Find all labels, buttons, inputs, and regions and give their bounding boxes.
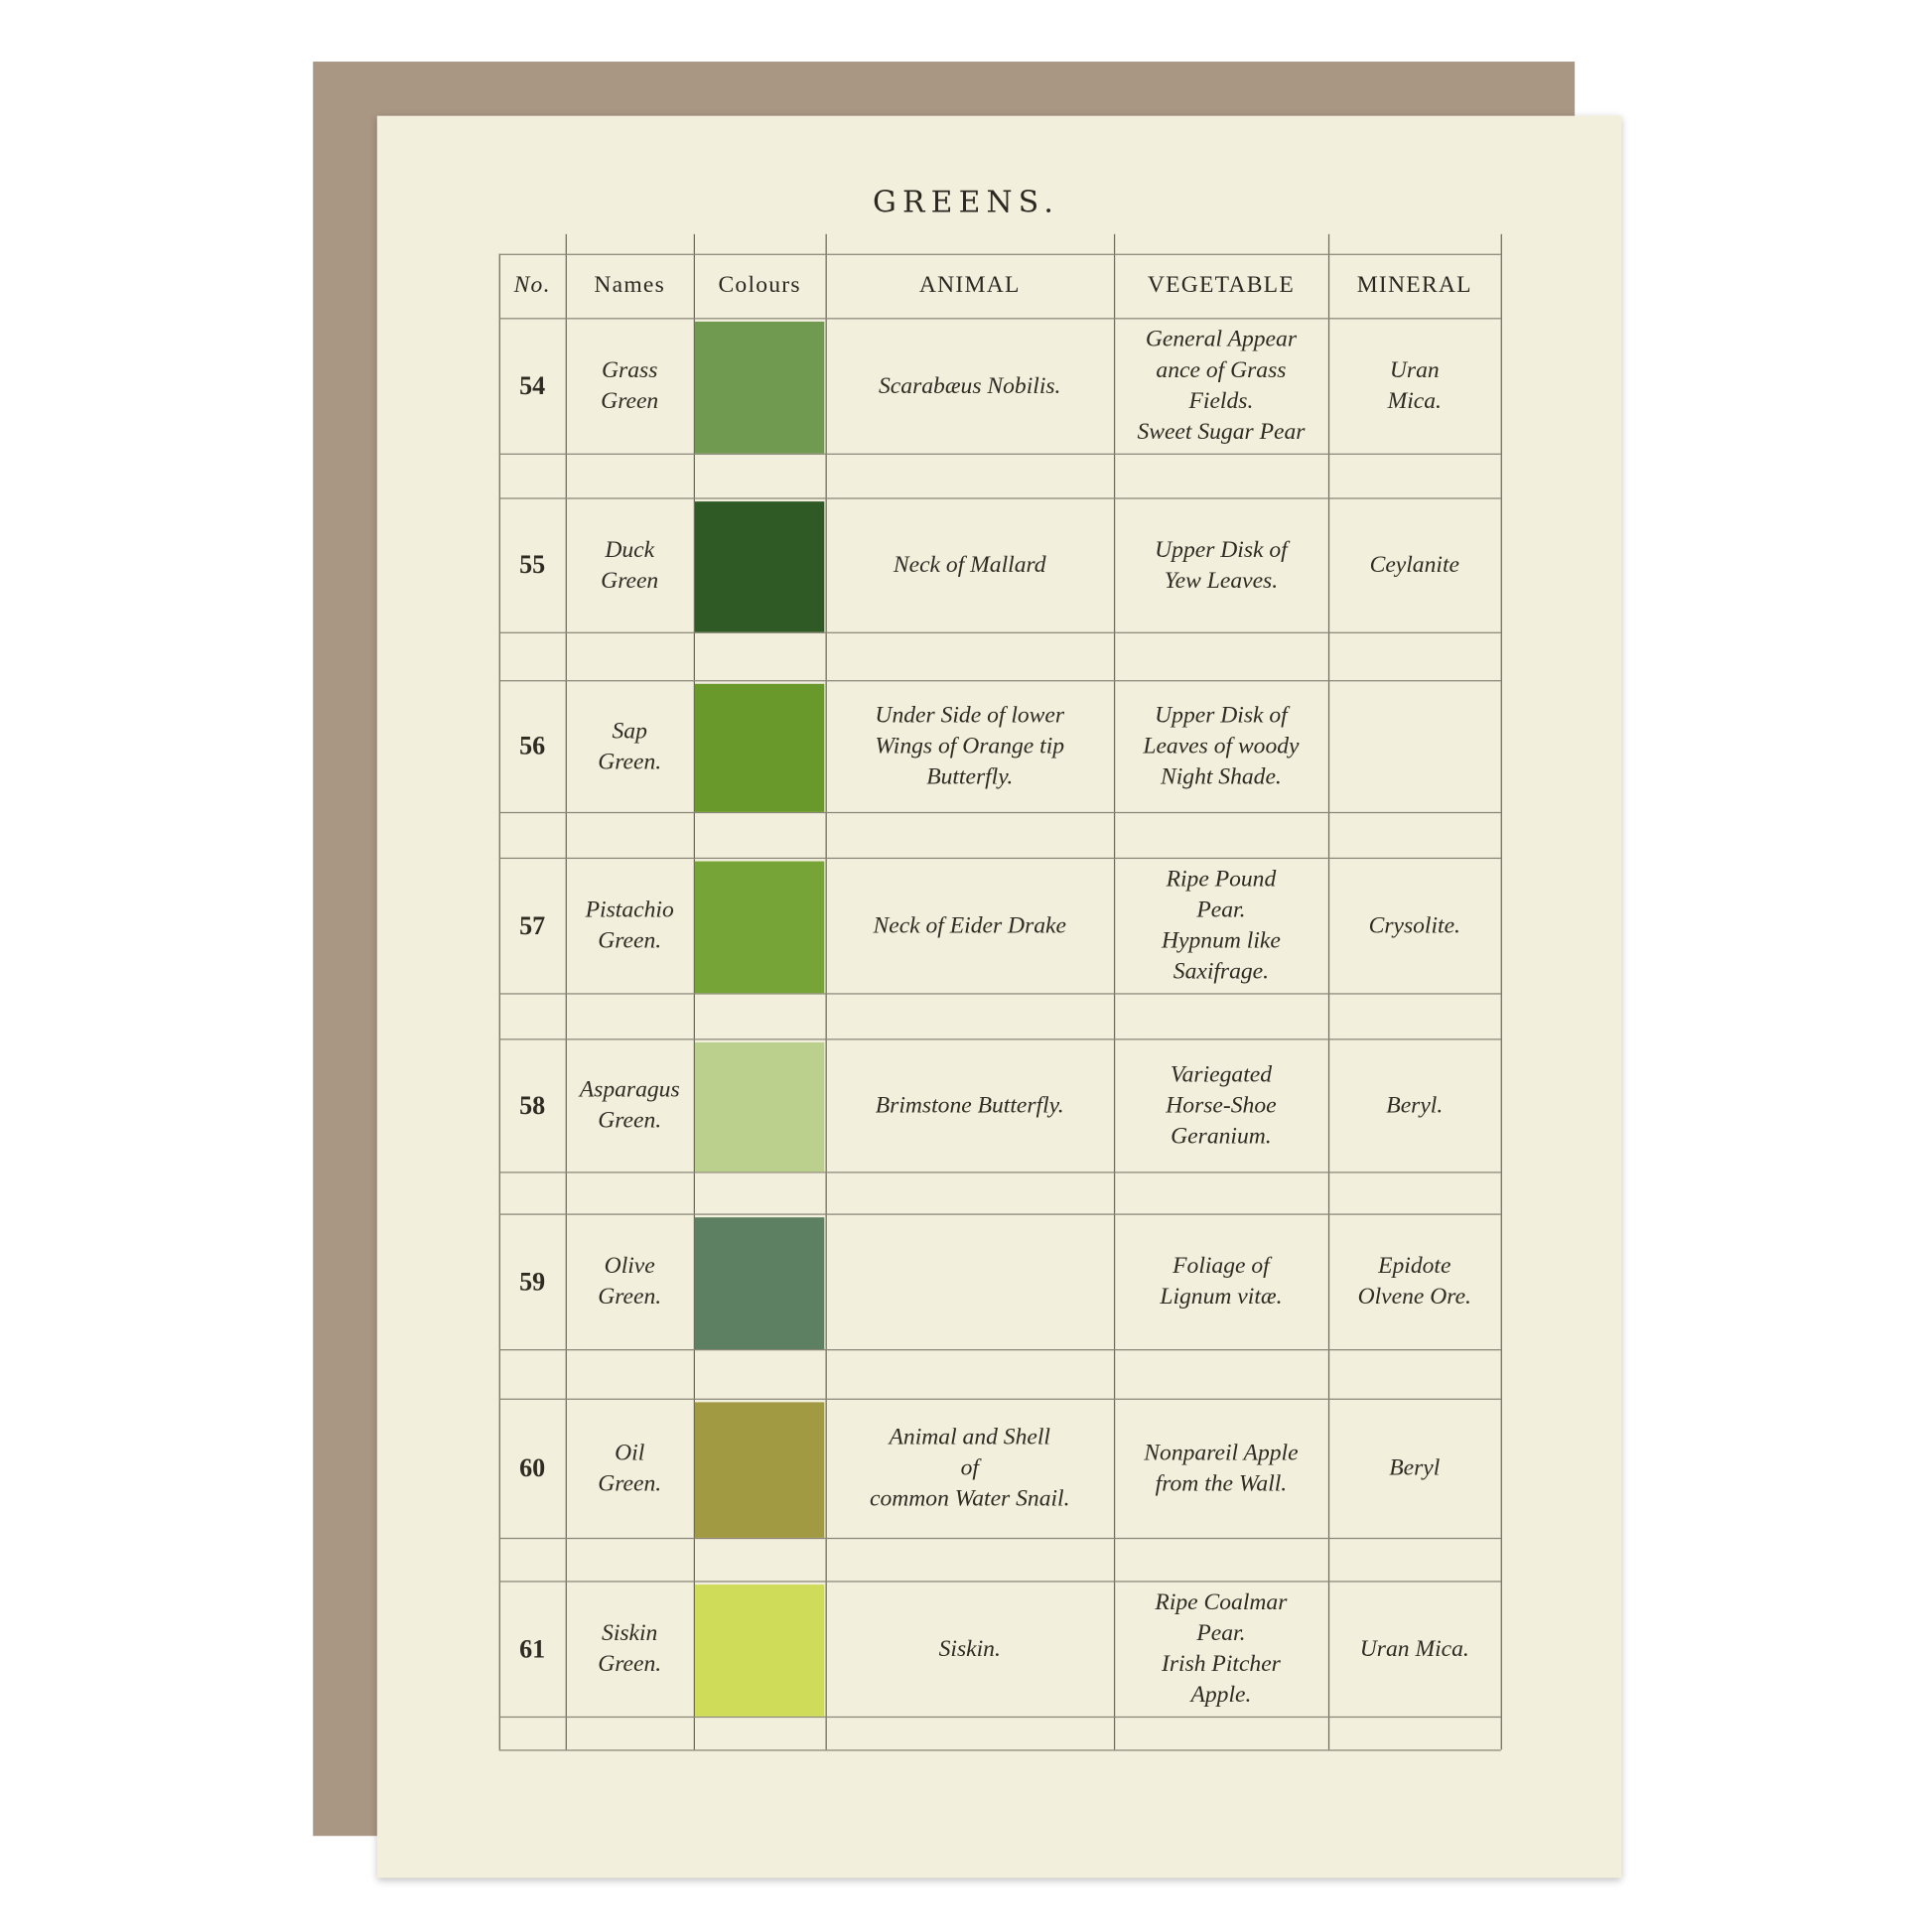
header-animal: ANIMAL [918, 272, 1021, 299]
row-rule [498, 1581, 1501, 1583]
colour-name: Oil Green. [598, 1440, 662, 1497]
mineral-example: Epidote Olvene Ore. [1357, 1253, 1471, 1311]
row-sub-rule [498, 453, 1501, 455]
colour-swatch [694, 501, 825, 632]
mineral-example: Beryl [1389, 1454, 1441, 1481]
row-number: 61 [519, 1633, 546, 1663]
colour-swatch [694, 683, 825, 812]
animal-example [826, 1213, 1114, 1349]
row-sub-rule [498, 1349, 1501, 1351]
column-rule [1113, 233, 1116, 1750]
animal-example: Scarabæus Nobilis. [879, 372, 1061, 399]
column-rule [565, 233, 567, 1750]
vegetable-example: Upper Disk of Yew Leaves. [1155, 536, 1288, 594]
colour-name: Pistachio Green. [585, 897, 674, 954]
colour-name: Asparagus Green. [579, 1076, 680, 1134]
mineral-example: Crysolite. [1368, 912, 1460, 939]
animal-example: Neck of Eider Drake [873, 912, 1066, 939]
row-sub-rule [498, 993, 1501, 995]
column-rule [693, 233, 695, 1750]
header-mineral: MINERAL [1356, 272, 1472, 299]
table-bottom-rule [498, 1749, 1501, 1751]
header-colours: Colours [718, 272, 801, 299]
header-vegetable: VEGETABLE [1147, 272, 1295, 299]
colour-swatch [694, 321, 825, 454]
row-number: 60 [519, 1452, 546, 1483]
colour-name: Sap Green. [598, 717, 662, 775]
header-bottom-rule [498, 318, 1501, 320]
row-sub-rule [498, 631, 1501, 633]
column-rule [825, 233, 827, 1750]
colour-swatch [694, 1041, 825, 1173]
mineral-example: Ceylanite [1369, 552, 1459, 579]
mineral-example [1328, 680, 1501, 812]
animal-example: Under Side of lower Wings of Orange tip … [875, 702, 1065, 790]
colour-swatch [694, 861, 825, 994]
row-number: 59 [519, 1266, 546, 1297]
header-names: Names [594, 272, 666, 299]
row-rule [498, 680, 1501, 682]
column-rule [1327, 233, 1330, 1750]
colour-swatch [694, 1402, 825, 1538]
column-rule [1500, 233, 1502, 1750]
header-no: No. [513, 272, 551, 299]
row-sub-rule [498, 1172, 1501, 1173]
vegetable-example: Nonpareil Apple from the Wall. [1144, 1440, 1299, 1497]
mineral-example: Uran Mica. [1359, 1635, 1469, 1662]
row-number: 58 [519, 1089, 546, 1120]
vegetable-example: General Appear ance of Grass Fields. Swe… [1137, 326, 1306, 446]
animal-example: Siskin. [938, 1635, 1001, 1662]
colour-name: Grass Green [601, 356, 659, 415]
page-title: GREENS. [873, 185, 1060, 219]
colour-name: Siskin Green. [598, 1620, 662, 1678]
row-sub-rule [498, 811, 1501, 814]
mineral-example: Uran Mica. [1387, 356, 1442, 415]
row-number: 57 [519, 909, 546, 940]
vegetable-example: Ripe Coalmar Pear. Irish Pitcher Apple. [1155, 1589, 1288, 1709]
vegetable-example: Ripe Pound Pear. Hypnum like Saxifrage. [1162, 866, 1281, 985]
row-number: 56 [519, 730, 546, 760]
row-rule [498, 1213, 1501, 1215]
colour-name: Duck Green [601, 536, 659, 594]
row-sub-rule [498, 1537, 1501, 1540]
header-top-rule [498, 253, 1501, 255]
vegetable-example: Foliage of Lignum vitæ. [1160, 1253, 1283, 1311]
animal-example: Animal and Shell of common Water Snail. [869, 1424, 1070, 1512]
row-sub-rule [498, 1716, 1501, 1719]
row-number: 54 [519, 369, 546, 400]
column-rule [498, 253, 500, 1750]
colour-swatch [694, 1585, 825, 1717]
vegetable-example: Upper Disk of Leaves of woody Night Shad… [1143, 702, 1300, 790]
card [376, 115, 1622, 1878]
animal-example: Brimstone Butterfly. [875, 1092, 1064, 1119]
row-rule [498, 1038, 1501, 1040]
row-rule [498, 497, 1501, 499]
mineral-example: Beryl. [1386, 1092, 1444, 1119]
colour-name: Olive Green. [598, 1253, 662, 1311]
animal-example: Neck of Mallard [893, 552, 1046, 579]
colour-swatch [694, 1217, 825, 1350]
row-rule [498, 1398, 1501, 1400]
vegetable-example: Variegated Horse-Shoe Geranium. [1166, 1061, 1277, 1150]
row-number: 55 [519, 549, 546, 580]
row-rule [498, 857, 1501, 860]
